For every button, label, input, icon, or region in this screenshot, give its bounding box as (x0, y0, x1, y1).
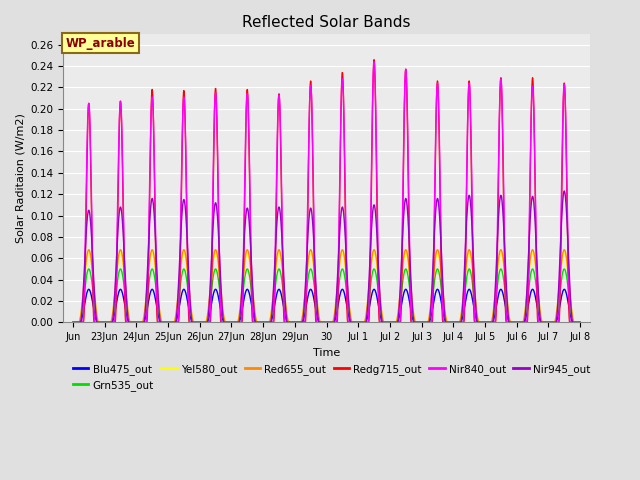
Legend: Blu475_out, Grn535_out, Yel580_out, Red655_out, Redg715_out, Nir840_out, Nir945_: Blu475_out, Grn535_out, Yel580_out, Red6… (68, 360, 595, 395)
Y-axis label: Solar Raditaion (W/m2): Solar Raditaion (W/m2) (15, 113, 25, 243)
X-axis label: Time: Time (313, 348, 340, 358)
Text: WP_arable: WP_arable (66, 37, 136, 50)
Title: Reflected Solar Bands: Reflected Solar Bands (243, 15, 411, 30)
